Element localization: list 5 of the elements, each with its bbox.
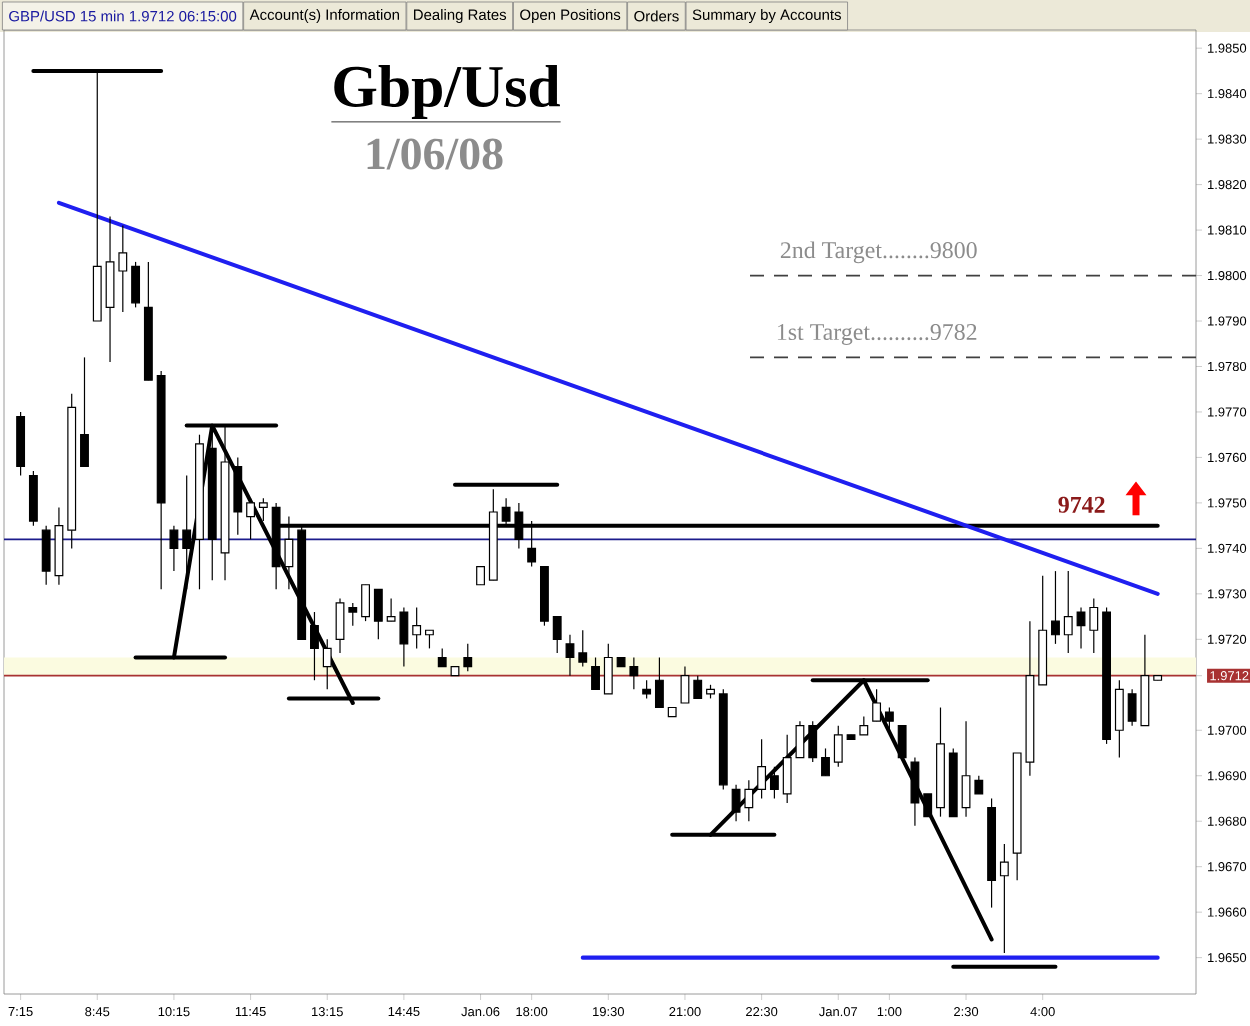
text: Gbp/Usd [334, 64, 560, 120]
ref-line-label: 1st Target..........9782 [777, 323, 977, 345]
annotation: 9742 [1058, 496, 1105, 513]
ref-line-label: 2nd Target........9800 [780, 241, 977, 264]
text: 1/06/08 [367, 138, 503, 170]
